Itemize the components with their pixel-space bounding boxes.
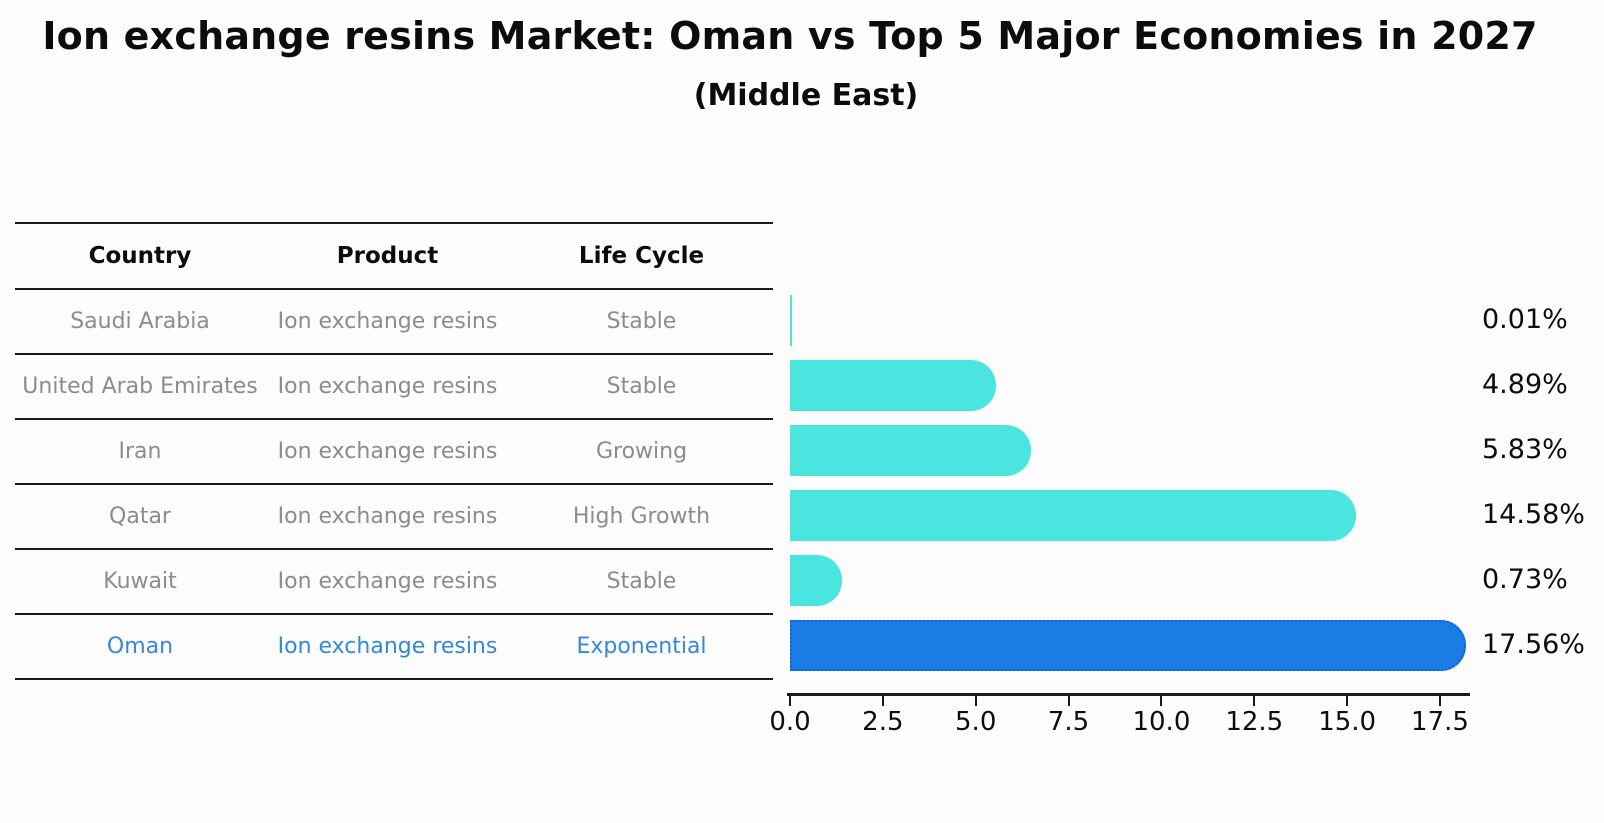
x-tick-label: 10.0 <box>1132 707 1191 737</box>
table-row-saudi-arabia: Saudi Arabia Ion exchange resins Stable <box>15 289 773 354</box>
cell-country: Kuwait <box>103 569 177 594</box>
x-tick-mark <box>1160 696 1163 706</box>
cell-life-cycle: Growing <box>595 439 688 464</box>
value-label-iran: 5.83% <box>1482 434 1568 465</box>
x-tick-mark <box>881 696 884 706</box>
value-label-oman: 17.56% <box>1482 629 1585 660</box>
x-tick-label: 12.5 <box>1225 707 1284 737</box>
cell-product: Ion exchange resins <box>277 504 498 529</box>
cell-life-cycle: Stable <box>606 309 677 334</box>
x-tick-label: 0.0 <box>769 707 811 737</box>
cell-country: United Arab Emirates <box>22 374 258 399</box>
x-tick-mark <box>974 696 977 706</box>
x-tick-label: 7.5 <box>1047 707 1090 737</box>
cell-life-cycle: High Growth <box>572 504 711 529</box>
cell-product: Ion exchange resins <box>277 634 498 659</box>
table-header-life-cycle: Life Cycle <box>578 243 705 269</box>
cell-product: Ion exchange resins <box>277 439 498 464</box>
bar-united-arab-emirates <box>790 360 996 411</box>
bar-qatar <box>790 490 1356 541</box>
chart-title: Ion exchange resins Market: Oman vs Top … <box>42 14 1538 58</box>
table-header-country: Country <box>88 243 192 269</box>
chart-subtitle: (Middle East) <box>693 78 919 113</box>
table-header-product: Product <box>336 243 439 269</box>
value-label-kuwait: 0.73% <box>1482 564 1568 595</box>
cell-product: Ion exchange resins <box>277 309 498 334</box>
x-tick-label: 17.5 <box>1411 707 1469 737</box>
cell-life-cycle: Stable <box>606 569 677 594</box>
value-label-saudi-arabia: 0.01% <box>1482 304 1568 335</box>
x-tick-mark <box>1346 696 1349 706</box>
table-header-row: Country Product Life Cycle <box>15 223 773 289</box>
table-row-qatar: Qatar Ion exchange resins High Growth <box>15 484 773 549</box>
bar-saudi-arabia <box>790 295 792 346</box>
x-tick-label: 2.5 <box>862 707 904 737</box>
table-row-oman: Oman Ion exchange resins Exponential <box>15 614 773 679</box>
x-axis-line <box>787 693 1470 696</box>
bar-kuwait <box>790 555 842 606</box>
cell-product: Ion exchange resins <box>277 569 498 594</box>
country-product-table: Country Product Life Cycle Saudi Arabia I… <box>15 222 773 680</box>
bar-iran <box>790 425 1031 476</box>
cell-country: Qatar <box>109 504 171 529</box>
cell-life-cycle: Stable <box>606 374 677 399</box>
value-label-united-arab-emirates: 4.89% <box>1482 369 1568 400</box>
cell-product: Ion exchange resins <box>277 374 498 399</box>
x-tick-mark <box>1067 696 1070 706</box>
x-tick-label: 15.0 <box>1318 707 1377 737</box>
table-row-kuwait: Kuwait Ion exchange resins Stable <box>15 549 773 614</box>
cell-country: Iran <box>118 439 162 464</box>
value-label-qatar: 14.58% <box>1482 499 1585 530</box>
cell-country: Oman <box>106 634 174 659</box>
bar-oman <box>790 620 1466 671</box>
table-row-united-arab-emirates: United Arab Emirates Ion exchange resins S… <box>15 354 773 419</box>
table-row-iran: Iran Ion exchange resins Growing <box>15 419 773 484</box>
cell-country: Saudi Arabia <box>70 309 210 334</box>
cell-life-cycle: Exponential <box>576 634 707 659</box>
x-tick-mark <box>789 696 791 706</box>
x-tick-mark <box>1438 696 1441 706</box>
x-tick-label: 5.0 <box>955 707 997 737</box>
x-tick-mark <box>1253 696 1256 706</box>
